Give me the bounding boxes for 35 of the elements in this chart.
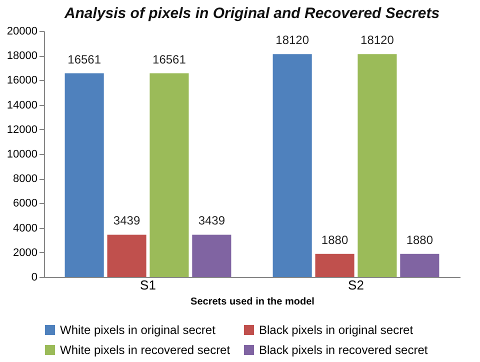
x-axis-title: Secrets used in the model <box>190 296 315 308</box>
x-tick-label: S1 <box>140 278 156 292</box>
bar <box>315 254 354 277</box>
bar <box>192 234 232 277</box>
data-label: 1880 <box>406 232 434 247</box>
y-tick-label: 4000 <box>13 222 38 234</box>
y-tick-label: 2000 <box>13 246 38 259</box>
y-tick-label: 8000 <box>13 173 38 186</box>
legend-label: White pixels in recovered secret <box>60 343 231 357</box>
bar <box>272 54 312 277</box>
chart-title: Analysis of pixels in Original and Recovered Secrets <box>63 5 440 22</box>
y-tick-label: 6000 <box>13 198 38 210</box>
y-tick-label: 12000 <box>6 124 38 136</box>
data-label: 3439 <box>198 214 226 228</box>
data-label: 18120 <box>360 33 394 48</box>
bar <box>64 73 104 277</box>
bar <box>107 234 146 277</box>
y-tick-label: 18000 <box>6 50 38 62</box>
y-tick-label: 14000 <box>6 99 38 112</box>
bar <box>400 254 440 277</box>
y-tick-label: 16000 <box>6 74 38 87</box>
y-tick-label: 0 <box>31 272 38 284</box>
data-label: 18120 <box>276 33 310 48</box>
data-label: 16561 <box>68 52 102 66</box>
y-tick-label: 20000 <box>6 26 38 38</box>
legend-label: White pixels in original secret <box>60 323 216 337</box>
data-label: 16561 <box>152 52 186 66</box>
legend-label: Black pixels in original secret <box>259 323 414 337</box>
legend-label: Black pixels in recovered secret <box>259 343 428 357</box>
bar <box>150 73 189 277</box>
data-label: 1880 <box>321 232 348 247</box>
bar <box>358 54 397 277</box>
x-tick-label: S2 <box>348 278 364 292</box>
data-label: 3439 <box>113 214 140 228</box>
y-tick-label: 10000 <box>6 148 38 160</box>
